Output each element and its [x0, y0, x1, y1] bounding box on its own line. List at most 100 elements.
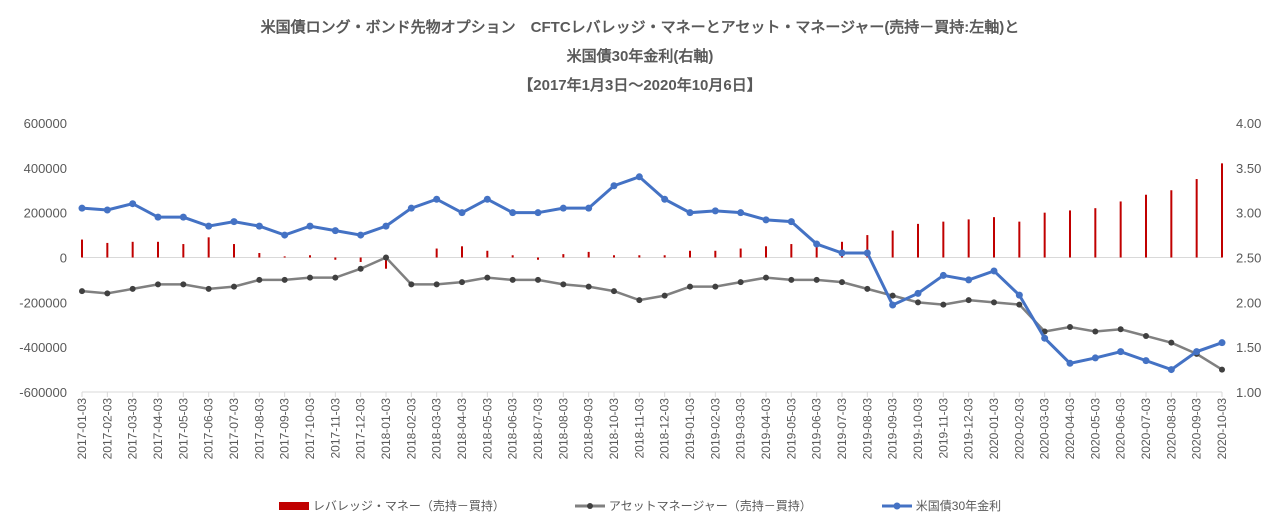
bar-leverage-money: [309, 255, 311, 258]
legend-item-leverage: レバレッジ・マネー（売持－買持）: [278, 497, 505, 514]
point-asset-manager: [839, 279, 845, 286]
chart-title-line-1: 米国債ロング・ボンド先物オプション CFTCレバレッジ・マネーとアセット・マネー…: [260, 19, 1020, 36]
bar-leverage-money: [511, 255, 514, 258]
point-asset-manager: [687, 283, 693, 290]
point-asset-manager: [560, 281, 567, 288]
bar-leverage-money: [283, 256, 286, 258]
point-us30y-yield: [787, 218, 795, 226]
point-us30y-yield: [1041, 334, 1049, 342]
x-tick-label: 2020-08-03: [1164, 398, 1178, 460]
y-right-tick-label: 2.50: [1236, 251, 1261, 266]
point-asset-manager: [636, 297, 643, 304]
point-asset-manager: [459, 279, 465, 286]
bar-leverage-money: [1043, 212, 1046, 258]
point-us30y-yield: [635, 173, 643, 181]
point-us30y-yield: [483, 195, 491, 203]
point-us30y-yield: [103, 206, 111, 214]
x-tick-label: 2020-02-03: [1012, 398, 1026, 460]
point-asset-manager: [1219, 366, 1225, 373]
bar-leverage-money: [1018, 221, 1021, 258]
bar-leverage-money: [993, 217, 995, 258]
point-asset-manager: [611, 288, 617, 295]
y-left-tick-label: 400000: [24, 161, 67, 176]
bar-leverage-money: [1094, 208, 1097, 258]
bar-leverage-money: [233, 244, 235, 258]
bar-leverage-money: [917, 223, 919, 258]
x-tick-label: 2018-07-03: [531, 398, 545, 460]
x-tick-label: 2020-07-03: [1139, 398, 1153, 460]
legend-swatch-line-blue: [881, 502, 912, 509]
x-tick-label: 2017-08-03: [252, 398, 266, 460]
point-asset-manager: [180, 281, 187, 288]
point-asset-manager: [357, 265, 364, 272]
point-asset-manager: [915, 299, 921, 306]
y-left-tick-label: 600000: [24, 116, 67, 131]
point-us30y-yield: [331, 227, 339, 235]
point-asset-manager: [256, 276, 263, 283]
x-tick-label: 2019-11-03: [936, 398, 950, 459]
point-asset-manager: [1168, 339, 1175, 346]
point-us30y-yield: [939, 271, 947, 279]
point-asset-manager: [1092, 328, 1099, 335]
point-us30y-yield: [129, 200, 137, 208]
bar-leverage-money: [461, 246, 463, 258]
point-asset-manager: [433, 281, 440, 288]
point-us30y-yield: [154, 213, 162, 221]
bar-leverage-money: [689, 250, 691, 258]
bar-leverage-money: [1069, 210, 1071, 258]
point-us30y-yield: [382, 222, 390, 230]
x-tick-label: 2018-11-03: [632, 398, 646, 459]
point-us30y-yield: [1142, 357, 1150, 365]
chart-title-line-2: 米国債30年金利(右軸): [566, 48, 714, 65]
x-tick-label: 2019-07-03: [835, 398, 849, 460]
point-us30y-yield: [281, 231, 289, 239]
point-us30y-yield: [1193, 348, 1201, 356]
point-us30y-yield: [78, 204, 86, 212]
bar-leverage-money: [1170, 190, 1173, 258]
x-tick-label: 2020-09-03: [1190, 398, 1204, 460]
x-tick-label: 2017-04-03: [151, 398, 165, 460]
line-us30y-yield: [81, 175, 1223, 372]
bar-leverage-money: [613, 255, 615, 258]
y-right-tick-label: 1.50: [1236, 340, 1261, 355]
x-tick-label: 2018-01-03: [379, 398, 393, 460]
point-asset-manager: [940, 301, 947, 308]
point-us30y-yield: [1066, 359, 1074, 367]
point-asset-manager: [1143, 332, 1149, 339]
x-tick-label: 2017-06-03: [202, 398, 216, 460]
point-us30y-yield: [1218, 339, 1226, 347]
bar-leverage-money: [131, 241, 134, 258]
bar-leverage-money: [537, 257, 539, 260]
x-tick-label: 2020-01-03: [987, 398, 1001, 460]
point-asset-manager: [585, 283, 592, 290]
bar-leverage-money: [486, 250, 489, 258]
point-us30y-yield: [838, 249, 846, 257]
line-asset-manager: [81, 255, 1223, 371]
point-asset-manager: [1016, 301, 1023, 308]
bar-leverage-money: [714, 250, 717, 258]
point-asset-manager: [737, 279, 744, 286]
legend: レバレッジ・マネー（売持－買持） アセットマネージャー（売持－買持） 米国債30…: [0, 497, 1280, 514]
x-tick-label: 2018-03-03: [430, 398, 444, 460]
point-us30y-yield: [306, 222, 314, 230]
point-asset-manager: [205, 285, 212, 292]
point-us30y-yield: [407, 204, 415, 212]
legend-label: 米国債30年金利: [915, 499, 1002, 513]
x-tick-label: 2019-04-03: [759, 398, 773, 460]
x-tick-label: 2019-06-03: [810, 398, 824, 460]
x-tick-label: 2019-09-03: [886, 398, 900, 460]
y-left-tick-label: -600000: [19, 385, 67, 400]
x-tick-label: 2017-05-03: [176, 398, 190, 460]
x-tick-label: 2019-01-03: [683, 398, 697, 460]
bar-leverage-money: [1145, 194, 1147, 258]
point-us30y-yield: [559, 204, 567, 212]
bar-leverage-money: [638, 255, 641, 258]
point-us30y-yield: [813, 240, 821, 248]
x-tick-label: 2020-10-03: [1215, 398, 1229, 460]
point-us30y-yield: [863, 249, 871, 257]
x-tick-label: 2019-10-03: [911, 398, 925, 460]
point-us30y-yield: [458, 209, 466, 217]
point-asset-manager: [129, 285, 136, 292]
point-asset-manager: [104, 290, 111, 297]
